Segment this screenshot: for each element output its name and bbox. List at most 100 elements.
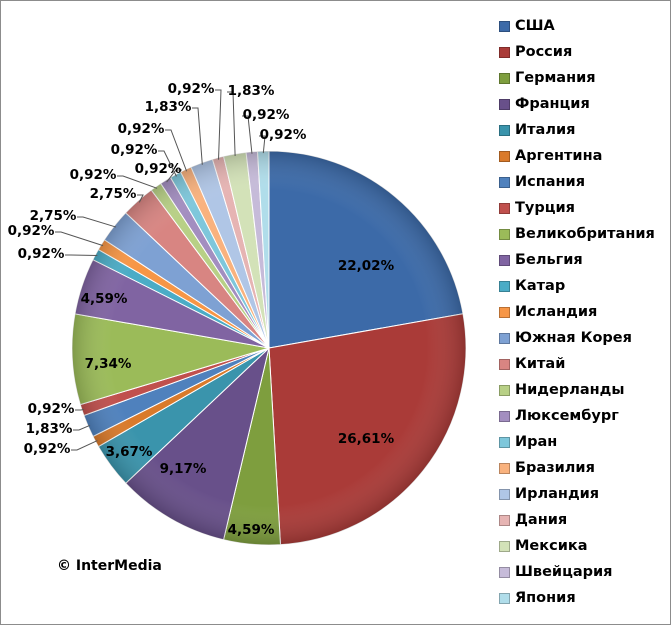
legend-label: Италия (515, 122, 576, 138)
legend-item: Исландия (499, 299, 655, 325)
legend-swatch (499, 358, 510, 370)
data-label-11: 0,92% (8, 223, 55, 239)
legend: США Россия Германия Франция Италия Аргентина И… (499, 13, 655, 611)
leader-line-15 (166, 169, 182, 183)
legend-label: Китай (515, 356, 566, 372)
copyright-text: © InterMedia (57, 558, 162, 574)
legend-item: Великобритания (499, 221, 655, 247)
data-label-3: 9,17% (160, 461, 207, 477)
leader-line-6 (73, 424, 91, 431)
leader-line-18 (192, 107, 203, 165)
data-label-22: 0,92% (260, 127, 307, 143)
legend-swatch (499, 150, 510, 162)
data-label-18: 1,83% (145, 99, 192, 115)
legend-swatch (499, 20, 510, 32)
leader-line-22 (259, 135, 266, 154)
legend-label: Исландия (515, 304, 598, 320)
legend-item: Мексика (499, 533, 655, 559)
legend-swatch (499, 228, 510, 240)
legend-label: Ирландия (515, 486, 600, 502)
legend-item: Дания (499, 507, 655, 533)
legend-label: Германия (515, 70, 596, 86)
legend-label: Аргентина (515, 148, 603, 164)
legend-swatch (499, 124, 510, 136)
legend-item: Турция (499, 195, 655, 221)
legend-swatch (499, 280, 510, 292)
legend-swatch (499, 410, 510, 422)
leader-line-13 (137, 194, 144, 203)
legend-item: Италия (499, 117, 655, 143)
leader-line-7 (75, 408, 85, 411)
legend-item: Испания (499, 169, 655, 195)
leader-line-14 (117, 175, 158, 189)
legend-item: Франция (499, 91, 655, 117)
legend-label: Швейцария (515, 564, 613, 580)
legend-label: Великобритания (515, 226, 655, 242)
data-label-12: 2,75% (30, 208, 77, 224)
legend-swatch (499, 566, 510, 578)
legend-label: Бельгия (515, 252, 583, 268)
legend-label: Турция (515, 200, 575, 216)
data-label-15: 0,92% (135, 161, 182, 177)
legend-label: Россия (515, 44, 573, 60)
legend-item: США (499, 13, 655, 39)
data-label-17: 0,92% (118, 121, 165, 137)
legend-swatch (499, 202, 510, 214)
legend-item: Катар (499, 273, 655, 299)
legend-item: Россия (499, 39, 655, 65)
data-label-16: 0,92% (111, 142, 158, 158)
legend-swatch (499, 72, 510, 84)
legend-swatch (499, 592, 510, 604)
legend-label: Нидерланды (515, 382, 625, 398)
leader-line-10 (65, 254, 98, 257)
data-label-20: 1,83% (228, 83, 275, 99)
pie-slice-1 (268, 313, 467, 546)
leader-line-11 (55, 231, 104, 247)
data-label-10: 0,92% (18, 246, 65, 262)
legend-swatch (499, 332, 510, 344)
legend-label: Бразилия (515, 460, 595, 476)
legend-label: Иран (515, 434, 558, 450)
legend-item: Китай (499, 351, 655, 377)
legend-label: Испания (515, 174, 586, 190)
leader-line-12 (77, 216, 117, 228)
legend-item: Ирландия (499, 481, 655, 507)
legend-swatch (499, 436, 510, 448)
data-label-13: 2,75% (90, 186, 137, 202)
data-label-4: 3,67% (106, 444, 153, 460)
data-label-19: 0,92% (168, 81, 215, 97)
legend-label: Катар (515, 278, 566, 294)
legend-label: Мексика (515, 538, 588, 554)
legend-label: Франция (515, 96, 590, 112)
data-label-6: 1,83% (26, 421, 73, 437)
data-label-8: 7,34% (85, 356, 132, 372)
data-label-2: 4,59% (228, 522, 275, 538)
legend-swatch (499, 488, 510, 500)
legend-swatch (499, 306, 510, 318)
legend-swatch (499, 46, 510, 58)
legend-item: Аргентина (499, 143, 655, 169)
data-label-14: 0,92% (70, 167, 117, 183)
leader-line-20 (227, 91, 236, 156)
leader-line-5 (71, 440, 98, 451)
data-label-1: 26,61% (338, 431, 395, 447)
legend-item: Бразилия (499, 455, 655, 481)
legend-label: Люксембург (515, 408, 619, 424)
legend-item: Бельгия (499, 247, 655, 273)
data-label-21: 0,92% (243, 107, 290, 123)
legend-swatch (499, 384, 510, 396)
legend-item: Южная Корея (499, 325, 655, 351)
legend-item: Япония (499, 585, 655, 611)
data-label-9: 4,59% (81, 291, 128, 307)
legend-item: Нидерланды (499, 377, 655, 403)
data-label-0: 22,02% (338, 258, 395, 274)
legend-label: Япония (515, 590, 576, 606)
legend-item: Люксембург (499, 403, 655, 429)
legend-item: Иран (499, 429, 655, 455)
leader-line-19 (215, 89, 222, 160)
legend-swatch (499, 514, 510, 526)
data-label-7: 0,92% (28, 401, 75, 417)
leader-line-16 (158, 150, 177, 177)
legend-swatch (499, 98, 510, 110)
legend-swatch (499, 254, 510, 266)
